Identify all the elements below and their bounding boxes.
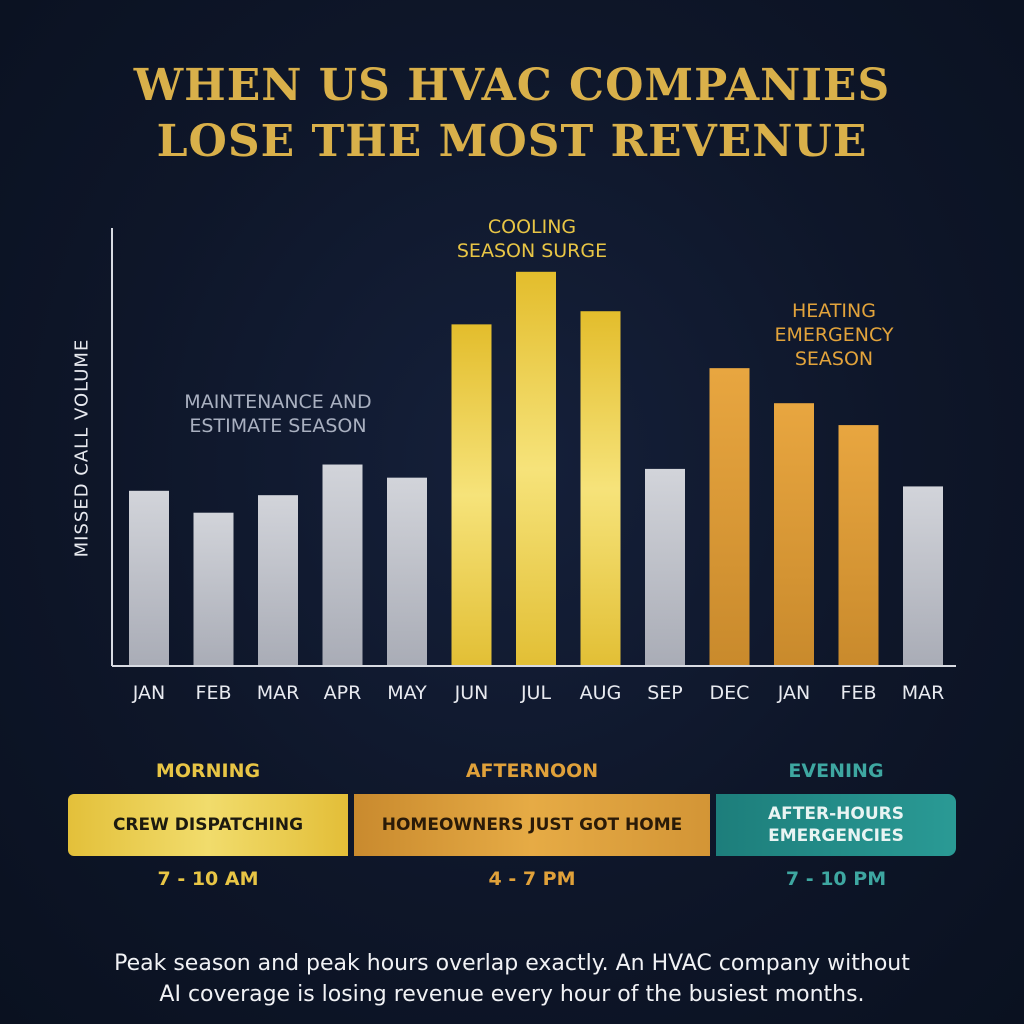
bar-mar-2 xyxy=(258,495,298,666)
x-tick-label-0: JAN xyxy=(132,682,165,704)
x-tick-label-3: APR xyxy=(324,682,362,704)
footnote-line-1: Peak season and peak hours overlap exact… xyxy=(114,951,910,976)
x-tick-label-6: JUL xyxy=(520,682,552,704)
bar-feb-11 xyxy=(838,425,879,666)
bar-sep-8 xyxy=(645,468,685,666)
bar-feb-1 xyxy=(193,512,234,666)
morning-time: 7 - 10 AM xyxy=(157,868,259,890)
bar-aug-7 xyxy=(580,311,621,666)
annotation-cooling-line-1: COOLING xyxy=(488,216,576,238)
x-tick-label-5: JUN xyxy=(454,682,489,704)
bar-dec-9 xyxy=(709,368,750,666)
evening-box-line-2: EMERGENCIES xyxy=(768,826,904,846)
annotation-heating-line-1: HEATING xyxy=(792,300,876,322)
page-title: WHEN US HVAC COMPANIES LOSE THE MOST REV… xyxy=(0,58,1024,170)
afternoon-box-text: HOMEOWNERS JUST GOT HOME xyxy=(381,815,683,835)
bars-group xyxy=(129,271,943,666)
bar-jan-0 xyxy=(129,490,169,666)
morning-box-text: CREW DISPATCHING xyxy=(112,815,304,835)
bar-jan-10 xyxy=(774,403,814,666)
footnote-line-2: AI coverage is losing revenue every hour… xyxy=(159,982,865,1007)
afternoon-box: HOMEOWNERS JUST GOT HOME xyxy=(354,794,710,856)
x-tick-label-1: FEB xyxy=(196,682,232,704)
morning-box: CREW DISPATCHING xyxy=(68,794,348,856)
x-tick-label-7: AUG xyxy=(580,682,622,704)
evening-label: EVENING xyxy=(788,760,884,782)
bar-jul-6 xyxy=(516,271,556,666)
x-tick-label-8: SEP xyxy=(647,682,683,704)
x-tick-labels: JAN FEB MAR APR MAY JUN JUL AUG SEP DEC JAN FEB MAR xyxy=(132,682,945,704)
annotation-heating-line-2: EMERGENCY xyxy=(774,324,893,346)
annotation-heating-line-3: SEASON xyxy=(795,348,873,370)
bar-apr-3 xyxy=(322,464,363,666)
time-of-day-timeline: MORNING AFTERNOON EVENING CREW DISPATCHI… xyxy=(0,740,1024,900)
x-tick-label-11: FEB xyxy=(841,682,877,704)
evening-box-line-1: AFTER-HOURS xyxy=(768,804,904,824)
x-tick-label-10: JAN xyxy=(777,682,810,704)
title-line-1: WHEN US HVAC COMPANIES xyxy=(133,60,891,111)
annotation-cooling-line-2: SEASON SURGE xyxy=(457,240,607,262)
bar-may-4 xyxy=(387,477,427,666)
x-tick-label-4: MAY xyxy=(387,682,427,704)
afternoon-label: AFTERNOON xyxy=(465,760,599,782)
annotation-maintenance-line-2: ESTIMATE SEASON xyxy=(189,415,366,437)
x-tick-label-12: MAR xyxy=(902,682,945,704)
bar-chart: JAN FEB MAR APR MAY JUN JUL AUG SEP DEC JAN FEB MAR … xyxy=(111,216,956,704)
morning-label: MORNING xyxy=(155,760,261,782)
evening-time: 7 - 10 PM xyxy=(785,868,887,890)
annotation-maintenance-line-1: MAINTENANCE AND xyxy=(184,391,371,413)
bar-jun-5 xyxy=(451,324,492,666)
x-tick-label-2: MAR xyxy=(257,682,300,704)
footnote: Peak season and peak hours overlap exact… xyxy=(0,948,1024,1010)
x-tick-label-9: DEC xyxy=(710,682,750,704)
afternoon-time: 4 - 7 PM xyxy=(488,868,576,890)
chart-container: JAN FEB MAR APR MAY JUN JUL AUG SEP DEC JAN FEB MAR … xyxy=(0,200,1024,720)
bar-mar-12 xyxy=(903,486,943,666)
evening-box: AFTER-HOURS EMERGENCIES xyxy=(716,794,956,856)
title-line-2: LOSE THE MOST REVENUE xyxy=(156,116,868,167)
